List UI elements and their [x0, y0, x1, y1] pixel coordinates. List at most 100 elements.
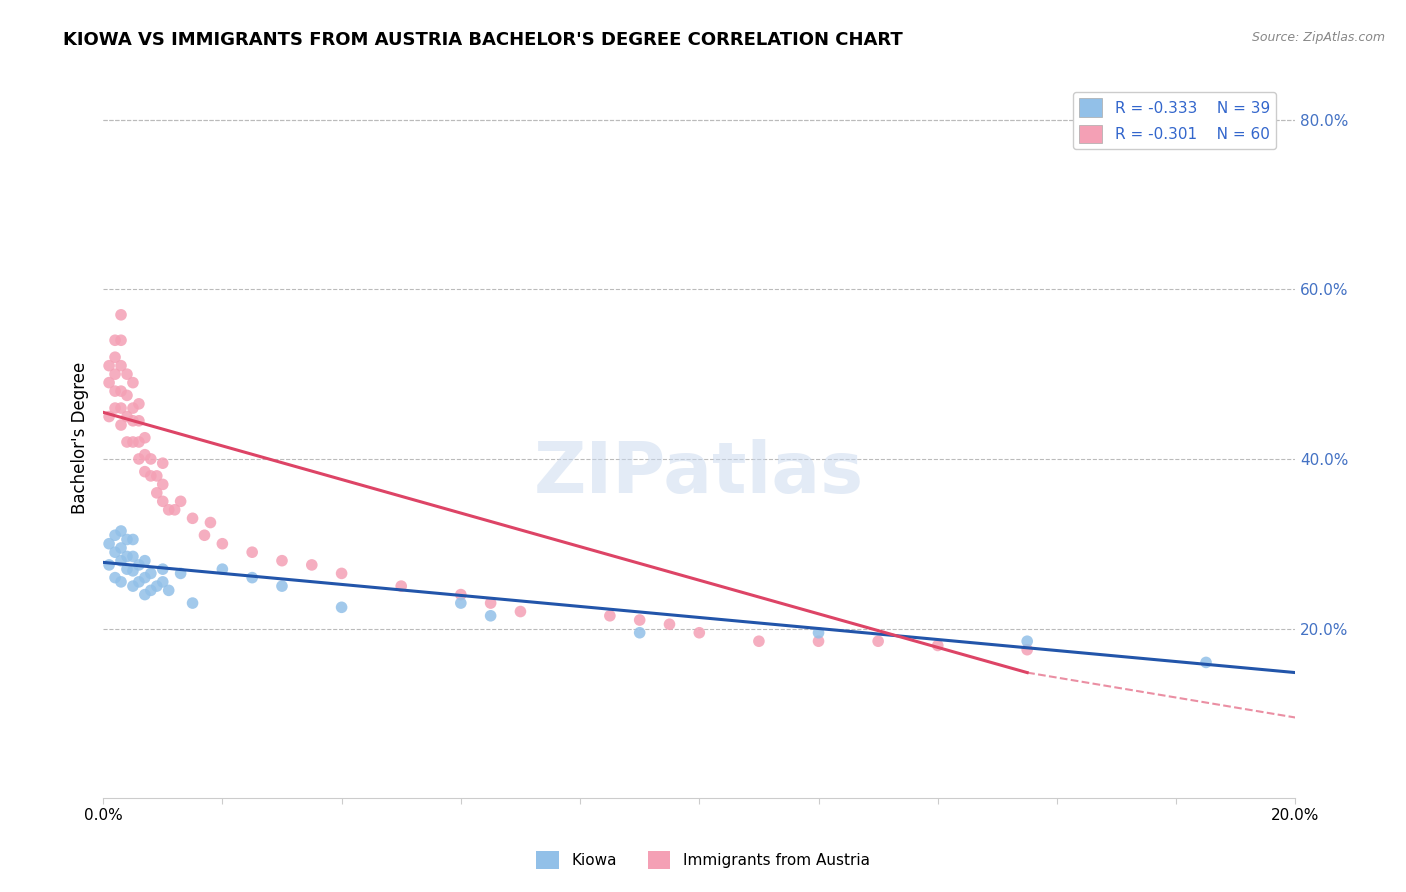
Point [134, 465, 156, 479]
Point [115, 549, 138, 564]
Point [134, 554, 156, 568]
Point [122, 435, 145, 450]
Point [301, 558, 323, 572]
Point [240, 571, 263, 585]
Point [98, 558, 121, 572]
Point [110, 359, 132, 373]
Point [146, 486, 169, 500]
Point [128, 452, 150, 467]
Point [169, 494, 191, 508]
Point [104, 401, 127, 415]
Point [115, 533, 138, 547]
Point [1195, 656, 1218, 670]
Point [450, 596, 472, 610]
Point [139, 566, 162, 581]
Point [110, 541, 132, 555]
Y-axis label: Bachelor's Degree: Bachelor's Degree [72, 361, 89, 514]
Point [1017, 642, 1039, 657]
Point [104, 333, 127, 347]
Point [450, 588, 472, 602]
Point [181, 511, 204, 525]
Point [807, 634, 830, 648]
Point [115, 388, 138, 402]
Point [122, 414, 145, 428]
Point [330, 600, 353, 615]
Point [110, 308, 132, 322]
Text: Source: ZipAtlas.com: Source: ZipAtlas.com [1251, 31, 1385, 45]
Point [146, 579, 169, 593]
Point [104, 350, 127, 364]
Point [122, 533, 145, 547]
Point [122, 549, 145, 564]
Point [807, 625, 830, 640]
Point [330, 566, 353, 581]
Point [98, 376, 121, 390]
Point [139, 583, 162, 598]
Point [163, 503, 186, 517]
Point [115, 367, 138, 381]
Point [152, 494, 174, 508]
Point [169, 566, 191, 581]
Point [134, 588, 156, 602]
Point [98, 409, 121, 424]
Point [128, 558, 150, 572]
Point [115, 562, 138, 576]
Point [134, 448, 156, 462]
Point [211, 537, 233, 551]
Point [122, 564, 145, 578]
Point [110, 401, 132, 415]
Text: ZIPatlas: ZIPatlas [534, 439, 865, 508]
Point [688, 625, 710, 640]
Point [200, 516, 222, 530]
Point [193, 528, 215, 542]
Point [157, 583, 180, 598]
Point [509, 605, 531, 619]
Point [110, 333, 132, 347]
Point [122, 579, 145, 593]
Point [110, 554, 132, 568]
Point [110, 384, 132, 398]
Point [110, 524, 132, 538]
Point [240, 545, 263, 559]
Point [152, 477, 174, 491]
Point [110, 574, 132, 589]
Point [122, 401, 145, 415]
Point [110, 417, 132, 432]
Point [98, 359, 121, 373]
Point [479, 608, 502, 623]
Point [152, 456, 174, 470]
Point [181, 596, 204, 610]
Point [115, 435, 138, 450]
Point [128, 574, 150, 589]
Point [927, 639, 949, 653]
Point [134, 431, 156, 445]
Point [134, 571, 156, 585]
Point [98, 537, 121, 551]
Point [599, 608, 621, 623]
Point [628, 613, 651, 627]
Point [271, 554, 294, 568]
Point [104, 545, 127, 559]
Point [146, 469, 169, 483]
Point [748, 634, 770, 648]
Point [115, 409, 138, 424]
Point [211, 562, 233, 576]
Legend: Kiowa, Immigrants from Austria: Kiowa, Immigrants from Austria [530, 845, 876, 875]
Point [104, 367, 127, 381]
Point [1017, 634, 1039, 648]
Point [628, 625, 651, 640]
Point [128, 435, 150, 450]
Point [658, 617, 681, 632]
Point [271, 579, 294, 593]
Point [152, 562, 174, 576]
Point [128, 414, 150, 428]
Point [389, 579, 412, 593]
Point [122, 376, 145, 390]
Point [128, 397, 150, 411]
Point [139, 452, 162, 467]
Point [152, 574, 174, 589]
Point [479, 596, 502, 610]
Legend: R = -0.333    N = 39, R = -0.301    N = 60: R = -0.333 N = 39, R = -0.301 N = 60 [1073, 92, 1275, 150]
Point [104, 384, 127, 398]
Text: KIOWA VS IMMIGRANTS FROM AUSTRIA BACHELOR'S DEGREE CORRELATION CHART: KIOWA VS IMMIGRANTS FROM AUSTRIA BACHELO… [63, 31, 903, 49]
